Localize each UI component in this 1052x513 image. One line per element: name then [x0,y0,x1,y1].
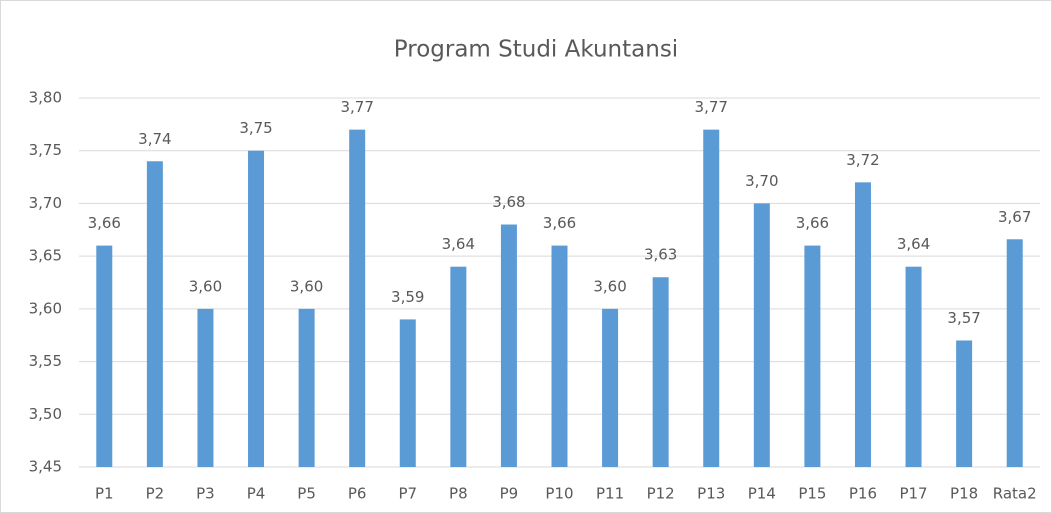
data-label: 3,60 [593,277,626,295]
data-label: 3,68 [492,193,525,211]
bar [399,319,416,467]
bar [450,266,467,467]
data-label: 3,75 [239,119,272,137]
bar [298,308,315,467]
y-tick-label: 3,55 [29,352,62,370]
bar [753,203,770,467]
x-tick-label: P8 [449,485,468,503]
bar [146,161,163,467]
x-tick-label: P14 [748,485,776,503]
y-tick-label: 3,60 [29,299,62,317]
data-label: 3,67 [998,208,1031,226]
data-label: 3,74 [138,130,171,148]
x-tick-label: P4 [247,485,266,503]
bar [197,308,214,467]
data-label: 3,70 [745,172,778,190]
data-label: 3,77 [340,98,373,116]
data-label: 3,66 [796,214,829,232]
bar [500,224,517,467]
data-label: 3,57 [947,309,980,327]
y-tick-label: 3,70 [29,194,62,212]
chart-title: Program Studi Akuntansi [394,37,678,63]
x-tick-label: P11 [596,485,624,503]
bar [703,129,720,467]
data-label: 3,64 [442,235,475,253]
data-label: 3,60 [189,277,222,295]
bar [905,266,922,467]
y-tick-label: 3,50 [29,405,62,423]
bar [96,245,113,467]
data-label: 3,66 [88,214,121,232]
y-tick-label: 3,80 [29,89,62,107]
data-label: 3,64 [897,235,930,253]
y-tick-label: 3,65 [29,247,62,265]
bar [804,245,821,467]
x-tick-label: Rata2 [993,485,1037,503]
x-tick-label: P12 [647,485,675,503]
x-tick-label: P1 [95,485,114,503]
y-tick-label: 3,75 [29,141,62,159]
bar [349,129,366,467]
x-tick-label: P6 [348,485,367,503]
x-tick-label: P15 [798,485,826,503]
bar [956,340,973,467]
data-label: 3,60 [290,277,323,295]
bar [854,182,871,468]
data-label: 3,63 [644,246,677,264]
y-tick-label: 3,45 [29,458,62,476]
bar [1006,239,1023,467]
x-tick-label: P2 [146,485,165,503]
bar [551,245,568,467]
x-tick-label: P13 [697,485,725,503]
data-label: 3,66 [543,214,576,232]
x-tick-label: P9 [500,485,519,503]
bar [248,150,265,467]
data-label: 3,77 [695,98,728,116]
bar [602,308,619,467]
x-tick-label: P7 [398,485,417,503]
x-tick-label: P17 [899,485,927,503]
x-tick-label: P18 [950,485,978,503]
x-tick-label: P3 [196,485,215,503]
data-label: 3,72 [846,151,879,169]
x-tick-label: P10 [545,485,573,503]
x-tick-label: P16 [849,485,877,503]
data-label: 3,59 [391,288,424,306]
bar [652,277,669,467]
x-tick-label: P5 [297,485,316,503]
